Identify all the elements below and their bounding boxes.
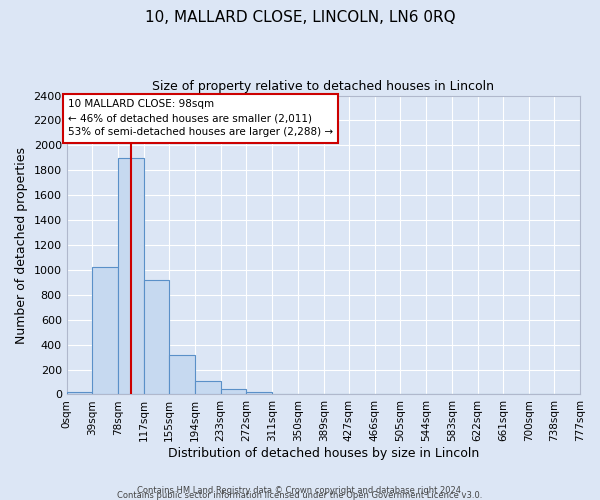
Bar [195, 381, 221, 394]
Text: Contains public sector information licensed under the Open Government Licence v3: Contains public sector information licen… [118, 491, 482, 500]
Bar [144, 280, 169, 394]
Title: Size of property relative to detached houses in Lincoln: Size of property relative to detached ho… [152, 80, 494, 93]
Text: 10 MALLARD CLOSE: 98sqm
← 46% of detached houses are smaller (2,011)
53% of semi: 10 MALLARD CLOSE: 98sqm ← 46% of detache… [68, 100, 333, 138]
Y-axis label: Number of detached properties: Number of detached properties [15, 146, 28, 344]
Text: Contains HM Land Registry data © Crown copyright and database right 2024.: Contains HM Land Registry data © Crown c… [137, 486, 463, 495]
Bar [247, 392, 272, 394]
Text: 10, MALLARD CLOSE, LINCOLN, LN6 0RQ: 10, MALLARD CLOSE, LINCOLN, LN6 0RQ [145, 10, 455, 25]
Bar [118, 158, 144, 394]
Bar [92, 268, 118, 394]
Bar [67, 392, 92, 394]
Bar [221, 389, 247, 394]
Bar [169, 355, 195, 395]
X-axis label: Distribution of detached houses by size in Lincoln: Distribution of detached houses by size … [168, 447, 479, 460]
